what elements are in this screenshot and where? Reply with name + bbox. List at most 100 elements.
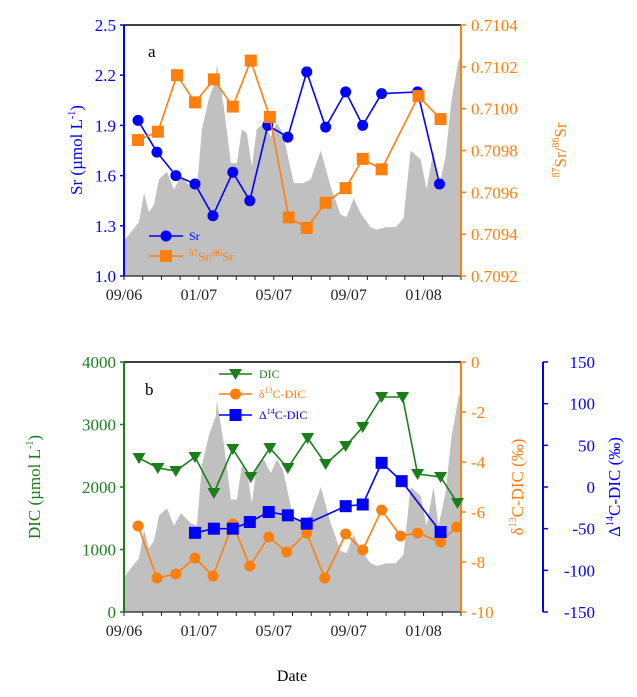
legend-marker-sr	[160, 230, 172, 242]
second-right-tick-label: -50	[572, 520, 595, 539]
legend-d13c-end: C-DIC	[273, 387, 306, 401]
second-right-tick-label: 0	[587, 478, 596, 497]
legend-D14c-sup: 14	[267, 407, 275, 416]
series-sr	[132, 66, 445, 222]
series-dic	[132, 392, 464, 509]
x-tick-label: 05/07	[256, 623, 292, 640]
panel-a-background-area	[124, 55, 461, 276]
legend-item-d13c: δ13C-DIC	[219, 386, 305, 401]
data-point-dic	[434, 472, 448, 483]
legend-D14c-pre: Δ	[259, 408, 267, 422]
data-point-sr	[132, 114, 144, 126]
legend-label-sr-ratio: 87Sr/86Sr	[189, 248, 234, 264]
data-point--13c-dic	[151, 572, 163, 584]
data-point-dic	[244, 472, 258, 483]
data-point-87sr-86sr	[339, 182, 352, 195]
data-point-87sr-86sr	[226, 100, 239, 113]
data-point--14c-dic	[300, 517, 313, 530]
legend-sr-ratio-mid: Sr/	[198, 249, 214, 264]
data-point-sr	[433, 178, 445, 190]
data-point-sr	[376, 88, 388, 100]
left-tick-label: 1.0	[95, 267, 116, 286]
left-tick-label: 1000	[82, 541, 116, 560]
legend-sr-ratio-end: Sr	[222, 249, 234, 264]
data-point-87sr-86sr	[375, 163, 388, 176]
second-right-tick-label: 100	[570, 395, 596, 414]
data-point-dic	[396, 392, 410, 403]
data-point--14c-dic	[188, 526, 201, 539]
data-point-sr	[320, 121, 332, 133]
data-point--14c-dic	[243, 516, 256, 528]
x-tick-label: 01/08	[405, 287, 441, 304]
data-point-dic	[169, 466, 183, 477]
data-point--13c-dic	[357, 544, 369, 556]
right-tick-label: 0	[471, 353, 480, 372]
data-point-87sr-86sr	[300, 221, 313, 234]
series--13c-dic	[132, 504, 463, 584]
legend-marker-d13c	[230, 388, 241, 400]
data-point--13c-dic	[395, 530, 407, 542]
data-point--14c-dic	[281, 509, 294, 522]
ratio-axis-title-sup1: 87	[551, 167, 562, 177]
series-line-sr	[137, 69, 441, 218]
data-point-87sr-86sr	[244, 54, 257, 67]
panel-b-second-right-ticks: -150 -100 -50 0 50 100 150	[543, 353, 595, 622]
right-tick-label: -6	[471, 503, 485, 522]
right-tick-label: 0.7102	[471, 58, 518, 77]
data-point--14c-dic	[395, 475, 408, 488]
panel-a-series	[132, 54, 447, 234]
data-point--14c-dic	[339, 500, 352, 513]
data-point-sr	[357, 119, 369, 131]
panel-b-right-ticks: -10 -8 -6 -4 -2 0	[461, 353, 494, 622]
data-point-dic	[151, 463, 165, 474]
x-tick-label: 01/08	[405, 623, 441, 640]
left-tick-label: 3000	[82, 416, 116, 435]
legend-sr-ratio-sup1: 87	[189, 248, 199, 258]
data-point-dic	[226, 444, 240, 455]
data-point-dic	[450, 498, 464, 509]
data-point-87sr-86sr	[282, 211, 295, 224]
sr-axis-title-sup: -1	[67, 111, 78, 119]
x-tick-label: 05/07	[256, 287, 292, 304]
x-tick-label: 09/07	[330, 287, 366, 304]
data-point--14c-dic	[356, 498, 369, 511]
ratio-axis-title-sup2: 86	[551, 138, 562, 148]
panel-a-right-axis-title: 87Sr/86Sr	[551, 122, 570, 177]
panel-b-right-axis-title: δ13C-DIC (‰)	[508, 439, 527, 536]
left-tick-label: 4000	[82, 353, 116, 372]
legend-label-D14c: Δ14C-DIC	[259, 407, 307, 422]
data-point--13c-dic	[263, 531, 275, 543]
panel-b: 09/06 01/07 05/07 09/07 01/08 01000200030004…	[25, 353, 624, 685]
data-point-dic	[207, 488, 221, 499]
data-point--13c-dic	[132, 520, 144, 532]
data-point-sr	[244, 195, 256, 207]
data-point-sr	[170, 170, 182, 182]
right-tick-label: 0.7096	[471, 183, 518, 202]
right-tick-label: 0.7104	[471, 16, 518, 35]
data-point-87sr-86sr	[434, 113, 447, 126]
legend-marker-dic	[229, 369, 242, 380]
legend-sr-ratio-sup2: 86	[213, 248, 223, 258]
panel-a-right-ticks: 0.7092 0.7094 0.7096 0.7098 0.7100 0.7102 0.71…	[461, 16, 518, 286]
data-point--14c-dic	[375, 456, 388, 469]
left-tick-label: 2000	[82, 478, 116, 497]
panel-b-x-ticks: 09/06 01/07 05/07 09/07 01/08	[106, 612, 462, 640]
ratio-axis-title-end: Sr	[551, 122, 570, 137]
x-tick-label: 01/07	[181, 287, 217, 304]
data-point-dic	[281, 463, 295, 474]
data-point--13c-dic	[451, 521, 463, 533]
dic-axis-title-sup: -1	[25, 441, 36, 449]
legend-d13c-sup: 13	[265, 386, 273, 395]
data-point-sr	[189, 178, 201, 190]
d13c-axis-title-end: C-DIC (‰)	[508, 439, 527, 518]
data-point--13c-dic	[376, 504, 388, 516]
x-axis-title: Date	[277, 668, 307, 685]
right-tick-label: -4	[471, 453, 486, 472]
data-point-dic	[132, 453, 146, 464]
data-point-dic	[319, 459, 333, 470]
data-point-sr	[227, 166, 239, 178]
x-tick-label: 01/07	[181, 623, 217, 640]
data-point-87sr-86sr	[151, 125, 164, 138]
legend-item-sr-ratio: 87Sr/86Sr	[149, 248, 234, 264]
sr-axis-title-end: )	[67, 105, 86, 111]
